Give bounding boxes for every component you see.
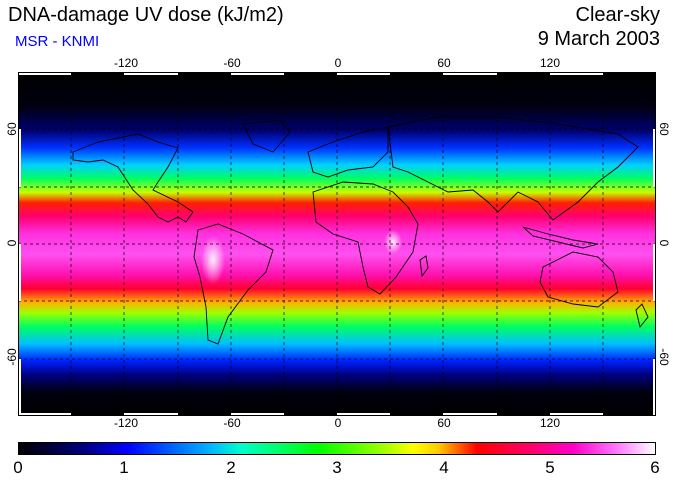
uv-dose-map [18, 72, 656, 416]
andes-uv-hotspot [201, 236, 225, 284]
data-source-label: MSR - KNMI [15, 33, 100, 50]
europe-coast [307, 126, 389, 178]
colorbar-label: 3 [332, 458, 342, 477]
lat-tick-label: -60 [5, 348, 19, 366]
colorbar-label: 5 [545, 458, 555, 477]
colorbar-label: 2 [226, 458, 236, 477]
coastlines [72, 116, 649, 345]
date-label: 9 March 2003 [537, 28, 660, 50]
australia-coast [539, 251, 619, 308]
lat-tick-label: -60 [657, 348, 671, 366]
lon-tick-label: 120 [539, 416, 561, 430]
colorbar-label: 0 [13, 458, 23, 477]
lon-tick-label: 0 [334, 56, 342, 70]
lat-tick-label: 60 [5, 122, 19, 136]
lat-tick-label: 0 [5, 239, 19, 247]
north-america-coast [72, 133, 194, 223]
asia-coast [387, 116, 639, 221]
africa-uv-hotspot [384, 230, 402, 254]
lon-tick-label: 120 [539, 56, 561, 70]
lon-tick-label: 0 [334, 416, 342, 430]
madagascar-coast [419, 255, 429, 278]
lon-tick-label: -60 [223, 56, 241, 70]
colorbar-label: 1 [119, 458, 129, 477]
lon-tick-label: -120 [113, 56, 139, 70]
sky-condition-label: Clear-sky [575, 4, 660, 26]
colorbar [18, 442, 656, 455]
south-america-coast [193, 223, 274, 345]
colorbar-label: 6 [650, 458, 660, 477]
lat-tick-label: 60 [657, 122, 671, 136]
lon-tick-label: 60 [437, 56, 451, 70]
lat-tick-label: 0 [657, 239, 671, 247]
new-zealand-coast [635, 303, 649, 329]
map-frame [18, 72, 656, 416]
lon-tick-label: 60 [437, 416, 451, 430]
lon-tick-label: -120 [113, 416, 139, 430]
colorbar-label: 4 [439, 458, 449, 477]
lon-tick-label: -60 [223, 416, 241, 430]
graticule [18, 72, 656, 416]
greenland-coast [242, 119, 291, 153]
indonesia-coast [522, 226, 599, 249]
map-title: DNA-damage UV dose (kJ/m2) [8, 4, 284, 26]
